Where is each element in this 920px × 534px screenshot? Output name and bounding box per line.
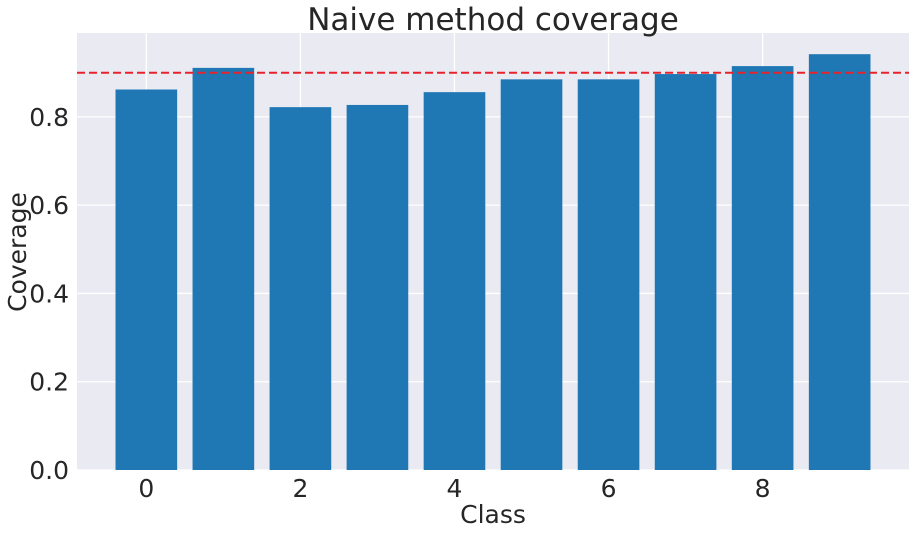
x-tick-label-4: 8 [755,474,771,503]
bar-class-1 [192,67,255,471]
bar-class-2 [269,107,332,470]
y-tick-label-0: 0.0 [29,456,69,485]
bar-class-0 [115,89,178,470]
bars [115,54,871,471]
y-tick-label-4: 0.8 [29,103,69,132]
y-axis-label: Coverage [3,192,32,312]
x-tick-label-0: 0 [138,474,154,503]
x-tick-label-1: 2 [292,474,308,503]
bar-class-8 [731,66,794,470]
x-axis-label: Class [460,500,526,529]
y-tick-label-2: 0.4 [29,279,69,308]
y-ticks: 0.0 0.2 0.4 0.6 0.8 [29,103,69,485]
x-tick-label-2: 4 [447,474,463,503]
y-tick-label-3: 0.6 [29,191,69,220]
bar-class-4 [423,92,486,470]
x-tick-label-3: 6 [601,474,617,503]
bar-class-3 [346,104,409,471]
chart-title: Naive method coverage [307,2,679,38]
x-ticks: 0 2 4 6 8 [138,474,770,503]
bar-class-5 [500,79,563,471]
bar-class-9 [808,54,871,471]
y-tick-label-1: 0.2 [29,368,69,397]
bar-class-7 [654,74,717,470]
bar-class-6 [577,79,640,471]
